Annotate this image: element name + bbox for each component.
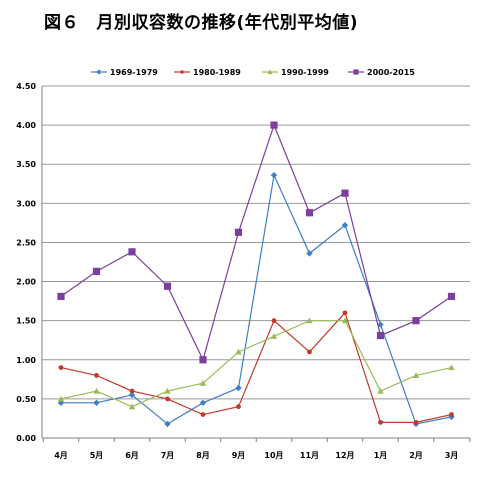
series-line bbox=[60, 123, 452, 362]
x-tick-label: 1月 bbox=[374, 451, 388, 460]
legend-label: 1980-1989 bbox=[193, 68, 241, 77]
legend-marker bbox=[267, 69, 273, 75]
data-point bbox=[164, 387, 171, 394]
data-point bbox=[165, 396, 170, 402]
data-point bbox=[129, 388, 135, 394]
data-point bbox=[270, 121, 278, 129]
x-tick-label: 4月 bbox=[54, 451, 68, 460]
gridlines bbox=[42, 85, 470, 400]
legend-item: 1969-1979 bbox=[91, 68, 158, 77]
data-point bbox=[377, 321, 384, 328]
legend-label: 1969-1979 bbox=[110, 68, 158, 77]
series-line bbox=[60, 311, 452, 423]
x-tick-label: 5月 bbox=[90, 451, 104, 460]
data-point bbox=[199, 356, 207, 364]
y-tick-label: 0.50 bbox=[16, 395, 36, 404]
x-tick-label: 12月 bbox=[335, 451, 354, 460]
data-point bbox=[413, 419, 419, 425]
data-point bbox=[342, 310, 348, 316]
data-point bbox=[93, 387, 100, 394]
y-tick-label: 0.00 bbox=[16, 434, 36, 443]
series-line bbox=[61, 173, 452, 425]
x-tick-label: 3月 bbox=[445, 451, 459, 460]
series-line bbox=[60, 320, 452, 408]
series-1990-1999 bbox=[57, 317, 455, 410]
data-point bbox=[306, 250, 313, 257]
data-point bbox=[306, 317, 313, 324]
series-lines bbox=[57, 121, 456, 428]
chart-title: 図６ 月別収容数の推移(年代別平均値) bbox=[44, 13, 359, 33]
data-point bbox=[128, 391, 136, 399]
legend-item: 1980-1989 bbox=[174, 68, 241, 77]
legend-label: 2000-2015 bbox=[367, 68, 415, 77]
data-point bbox=[93, 399, 100, 406]
data-point bbox=[236, 404, 241, 410]
legend-marker bbox=[180, 70, 184, 74]
data-point bbox=[163, 282, 172, 290]
data-point bbox=[412, 317, 420, 325]
data-point bbox=[341, 222, 349, 229]
axes: 0.00 0.50 1.00 1.50 2.00 2.50 3.00 3.50 4.00 4.50… bbox=[16, 82, 471, 460]
x-tick-label: 7月 bbox=[161, 451, 175, 460]
y-tick-label: 3.00 bbox=[16, 199, 36, 208]
data-point bbox=[128, 403, 136, 410]
data-point bbox=[448, 364, 455, 371]
data-point bbox=[199, 399, 207, 406]
data-point bbox=[341, 317, 349, 324]
data-point bbox=[200, 412, 206, 417]
y-tick-label: 2.00 bbox=[16, 278, 36, 287]
y-tick-label: 1.00 bbox=[16, 356, 36, 365]
data-point bbox=[235, 348, 242, 355]
x-tick-label: 6月 bbox=[125, 451, 139, 460]
legend-item: 1990-1999 bbox=[262, 68, 329, 77]
legend-label: 1990-1999 bbox=[281, 68, 329, 77]
data-point bbox=[234, 228, 243, 236]
data-point bbox=[235, 384, 242, 392]
y-tick-label: 2.50 bbox=[16, 238, 36, 247]
data-point bbox=[270, 333, 278, 339]
data-point bbox=[92, 267, 101, 275]
data-point bbox=[94, 373, 99, 378]
data-point bbox=[307, 349, 312, 355]
data-point bbox=[57, 395, 65, 402]
legend-marker bbox=[353, 69, 359, 75]
data-point bbox=[412, 372, 420, 378]
data-point bbox=[57, 292, 65, 301]
data-point bbox=[376, 331, 385, 340]
x-tick-label: 2月 bbox=[409, 451, 423, 460]
legend-item: 2000-2015 bbox=[348, 68, 415, 77]
legend-marker bbox=[96, 69, 102, 75]
x-tick-label: 9月 bbox=[232, 451, 246, 460]
data-point bbox=[341, 189, 349, 197]
x-tick-label: 10月 bbox=[264, 451, 283, 460]
data-point bbox=[377, 387, 384, 394]
data-point bbox=[447, 292, 456, 301]
series-1969-1979 bbox=[57, 171, 455, 428]
data-point bbox=[270, 171, 278, 179]
data-point bbox=[199, 380, 207, 386]
data-point bbox=[58, 365, 64, 370]
data-point bbox=[164, 420, 171, 428]
x-tick-label: 8月 bbox=[196, 451, 210, 460]
data-point bbox=[449, 412, 454, 417]
y-tick-label: 1.50 bbox=[16, 317, 36, 326]
y-tick-label: 4.00 bbox=[16, 121, 36, 130]
y-tick-label: 4.50 bbox=[16, 82, 36, 91]
series-2000-2015 bbox=[57, 121, 456, 364]
x-tick-label: 11月 bbox=[300, 451, 319, 460]
data-point bbox=[378, 419, 383, 425]
series-1980-1989 bbox=[58, 310, 454, 425]
y-tick-label: 3.50 bbox=[16, 160, 36, 169]
data-point bbox=[128, 248, 136, 256]
data-point bbox=[271, 318, 277, 324]
data-point bbox=[305, 209, 314, 217]
legend: 1969-1979 1980-1989 1990-1999 2000-2015 bbox=[91, 68, 415, 77]
